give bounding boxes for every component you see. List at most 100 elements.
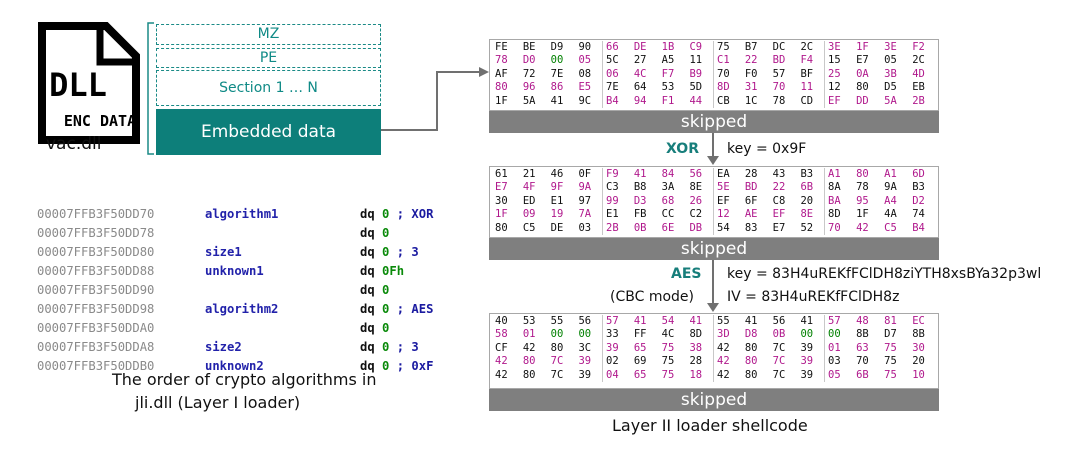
hex-row: 61 21 46 0F: [495, 168, 602, 181]
hex-byte: D9: [550, 41, 564, 53]
embedded-data-box: Embedded data: [156, 109, 381, 155]
asm-op: dq: [360, 207, 375, 221]
layer-mz-label: MZ: [257, 26, 280, 42]
hex-byte: 0B: [633, 221, 647, 234]
hex-byte: 9A: [578, 181, 592, 194]
hex-byte: 42: [717, 355, 730, 368]
hex-byte: CB: [717, 94, 730, 107]
hex-byte: 75: [661, 341, 675, 354]
hex-byte: F0: [744, 67, 758, 80]
hex-byte: D2: [912, 194, 925, 207]
hex-byte: EB: [912, 81, 925, 94]
hex-byte: 75: [661, 368, 675, 381]
hex-byte: 1F: [856, 41, 869, 53]
hex-byte: 75: [884, 355, 897, 368]
asm-row: 00007FFB3F50DDA0 dq 0: [37, 320, 487, 337]
asm-op: dq: [360, 340, 375, 354]
asm-row: 00007FFB3F50DD80 size1 dq 0 ; 3: [37, 244, 487, 261]
hex-byte: B4: [606, 94, 619, 107]
hex-byte: 06: [606, 67, 619, 80]
dll-icon-text: DLL: [49, 66, 107, 104]
hex-row: 30 ED E1 97: [495, 195, 602, 208]
hex-byte: C2: [689, 208, 703, 221]
hex-byte: FF: [633, 328, 647, 341]
hex-byte: 7C: [550, 368, 564, 381]
hex-row: 8A 78 9A B3: [828, 181, 936, 194]
hex-row: BA 95 A4 D2: [828, 195, 936, 208]
hex-byte: 8D: [828, 208, 841, 221]
hex-byte: 1B: [661, 41, 675, 53]
hex-byte: 05: [828, 368, 841, 381]
hex-block-after-aes: 40 53 55 56 58 01 00 00 CF 42 80 3C 42 80 7C 39 42 80 7C 39…: [489, 313, 939, 389]
asm-op: dq: [360, 226, 375, 240]
enc-data-icon-text: ENC DATA: [64, 112, 136, 130]
hex-byte: EF: [772, 208, 786, 221]
hex-block-encrypted: FE BE D9 90 78 D0 00 05 AF 72 7E 08 80 96 86 E5 1F 5A 41 9C…: [489, 39, 939, 111]
aes-mode-text: (CBC mode): [610, 289, 694, 305]
layer-pe-label: PE: [259, 50, 278, 66]
hex-byte: E5: [578, 81, 592, 94]
hex-row: E7 4F 9F 9A: [495, 181, 602, 194]
skipped-label-2: skipped: [680, 239, 748, 259]
hex-byte: 2B: [606, 221, 619, 234]
hex-row: A1 80 A1 6D: [828, 168, 936, 181]
hex-row: 15 E7 05 2C: [828, 54, 936, 67]
hex-row: F9 41 84 56: [606, 168, 713, 181]
asm-row: 00007FFB3F50DD90 dq 0: [37, 282, 487, 299]
hex-byte: 70: [828, 221, 841, 234]
hex-byte: 41: [800, 315, 814, 327]
hex-byte: 72: [522, 67, 536, 80]
skipped-label-3: skipped: [680, 390, 748, 410]
hex-byte: 1F: [495, 94, 508, 107]
hex-row: 58 01 00 00: [495, 328, 602, 341]
hex-byte: D3: [633, 194, 647, 207]
hex-byte: 38: [689, 341, 703, 354]
hex-byte: 42: [717, 368, 730, 381]
asm-caption-line2: jli.dll (Layer I loader): [135, 393, 301, 412]
hex-byte: ED: [522, 194, 536, 207]
hex-byte: 7A: [578, 208, 592, 221]
hex-row: 70 F0 57 BF: [717, 68, 824, 81]
hex-byte: B8: [633, 181, 647, 194]
hex-row: EA 28 43 B3: [717, 168, 824, 181]
hex-byte: 20: [912, 355, 925, 368]
hex-byte: AE: [744, 208, 758, 221]
hex-byte: 7C: [772, 341, 786, 354]
asm-row: 00007FFB3F50DDA8 size2 dq 0 ; 3: [37, 339, 487, 356]
hex-byte: 41: [550, 94, 564, 107]
hex-byte: D0: [522, 54, 536, 67]
asm-value: 0: [382, 359, 390, 373]
hex-byte: E1: [606, 208, 619, 221]
hex-row: 1F 5A 41 9C: [495, 95, 602, 108]
hex-byte: B3: [912, 181, 925, 194]
hex-byte: B4: [912, 221, 925, 234]
hex-byte: 3D: [717, 328, 730, 341]
hex-byte: 7E: [550, 67, 564, 80]
hex-byte: 12: [828, 81, 841, 94]
hex-row: 80 C5 DE 03: [495, 222, 602, 235]
hex-byte: 81: [884, 315, 897, 327]
hex-row: 80 96 86 E5: [495, 81, 602, 94]
hex-byte: 01: [828, 341, 841, 354]
hex-row: 25 0A 3B 4D: [828, 68, 936, 81]
hex-byte: 39: [800, 355, 814, 368]
hex-byte: E7: [856, 54, 869, 67]
hex-byte: DC: [772, 41, 786, 53]
hex-byte: 57: [828, 315, 841, 327]
asm-op: dq: [360, 264, 375, 278]
hex-byte: 55: [550, 315, 564, 327]
hex-byte: 5A: [884, 94, 897, 107]
hex-column-group: 66 DE 1B C9 5C 27 A5 11 06 4C F7 B9 7E 64 53 5D B4 94 F1 44: [603, 41, 714, 108]
hex-byte: 48: [856, 315, 869, 327]
hex-row: EF 6F C8 20: [717, 195, 824, 208]
asm-value: 0: [382, 226, 390, 240]
hex-byte: EA: [717, 168, 730, 180]
hex-byte: 41: [744, 315, 758, 327]
hex-byte: 08: [578, 67, 592, 80]
asm-op: dq: [360, 302, 375, 316]
hex-byte: 11: [800, 81, 814, 94]
hex-row: C3 B8 3A 8E: [606, 181, 713, 194]
hex-byte: C8: [772, 194, 786, 207]
hex-byte: 5A: [522, 94, 536, 107]
aes-step-label: AES: [671, 266, 702, 282]
